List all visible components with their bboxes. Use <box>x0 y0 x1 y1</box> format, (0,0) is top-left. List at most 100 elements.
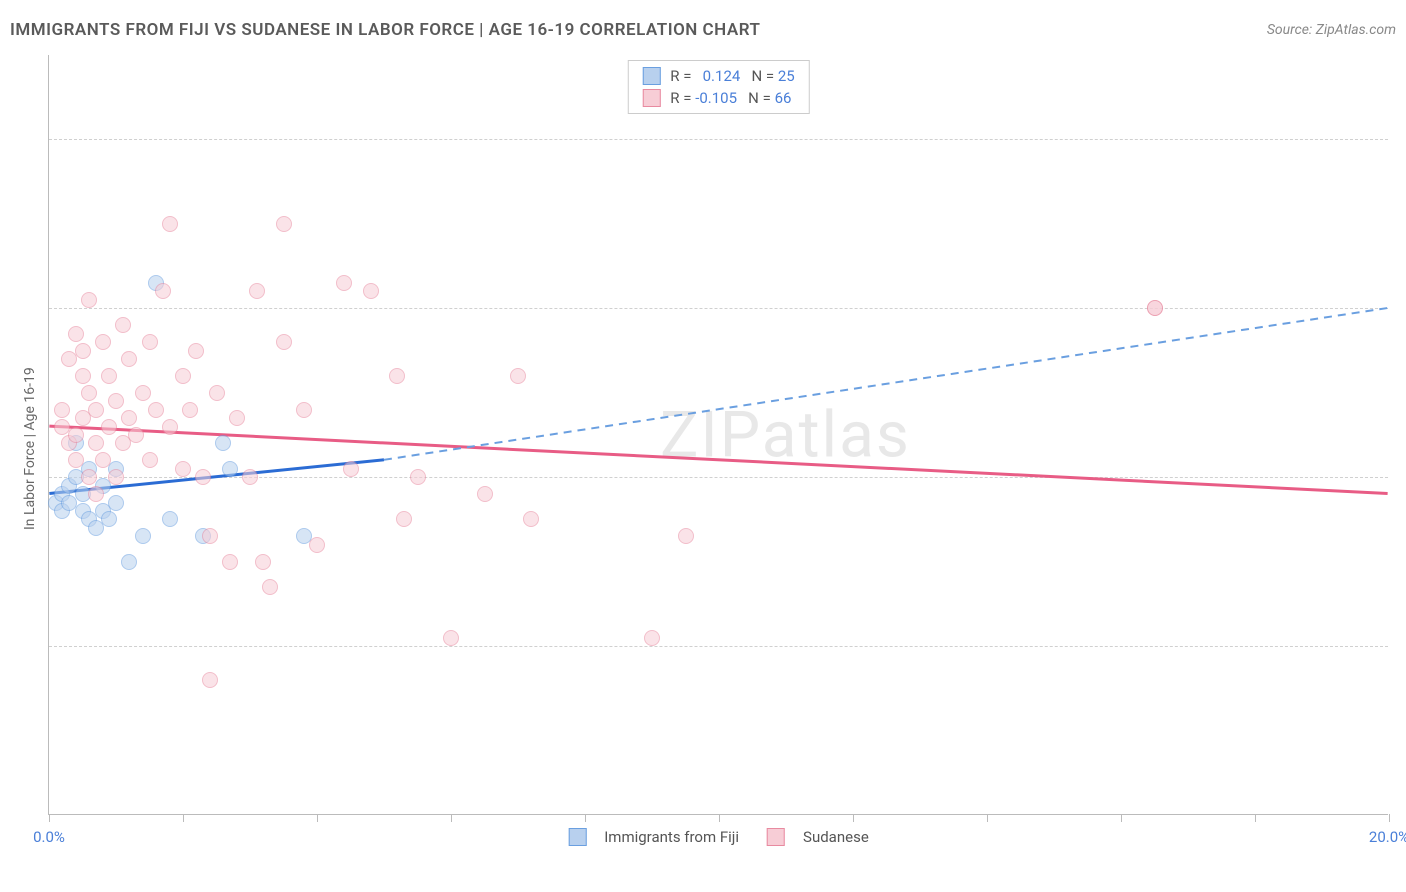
data-point <box>296 402 312 418</box>
data-point <box>101 368 117 384</box>
legend-label-fiji: Immigrants from Fiji <box>604 828 739 846</box>
data-point <box>336 275 352 291</box>
data-point <box>128 427 144 443</box>
gridline <box>49 139 1388 140</box>
data-point <box>142 452 158 468</box>
data-point <box>175 461 191 477</box>
swatch-fiji-bottom <box>568 828 586 846</box>
stats-row-sudanese: R = -0.105 N = 66 <box>642 89 794 107</box>
data-point <box>81 385 97 401</box>
data-point <box>242 469 258 485</box>
data-point <box>389 368 405 384</box>
x-tick <box>585 814 586 822</box>
data-point <box>162 419 178 435</box>
x-tick <box>987 814 988 822</box>
x-tick <box>317 814 318 822</box>
plot-area: ZIPatlas 20.0%40.0%60.0%80.0% 0.0%20.0% … <box>48 55 1388 815</box>
data-point <box>229 410 245 426</box>
data-point <box>81 292 97 308</box>
data-point <box>249 283 265 299</box>
data-point <box>88 435 104 451</box>
data-point <box>121 554 137 570</box>
stats-row-fiji: R = 0.124 N = 25 <box>642 67 794 85</box>
data-point <box>188 343 204 359</box>
data-point <box>148 402 164 418</box>
x-tick-label: 0.0% <box>33 828 65 846</box>
data-point <box>121 351 137 367</box>
source-label: Source: ZipAtlas.com <box>1267 22 1396 38</box>
watermark: ZIPatlas <box>660 397 911 472</box>
data-point <box>309 537 325 553</box>
data-point <box>255 554 271 570</box>
series-legend: Immigrants from Fiji Sudanese <box>568 828 869 846</box>
r-sudanese: -0.105 <box>695 89 737 107</box>
x-tick-label: 20.0% <box>1369 828 1406 846</box>
data-point <box>95 452 111 468</box>
stats-legend: R = 0.124 N = 25 R = -0.105 N = 66 <box>627 60 809 114</box>
data-point <box>343 461 359 477</box>
legend-item-fiji: Immigrants from Fiji <box>568 828 739 846</box>
data-point <box>142 334 158 350</box>
data-point <box>276 334 292 350</box>
data-point <box>81 469 97 485</box>
data-point <box>215 435 231 451</box>
data-point <box>182 402 198 418</box>
data-point <box>209 385 225 401</box>
data-point <box>678 528 694 544</box>
swatch-sudanese <box>642 89 660 107</box>
data-point <box>75 343 91 359</box>
x-tick <box>49 814 50 822</box>
data-point <box>276 216 292 232</box>
data-point <box>396 511 412 527</box>
legend-label-sudanese: Sudanese <box>803 828 869 846</box>
data-point <box>108 495 124 511</box>
swatch-sudanese-bottom <box>767 828 785 846</box>
data-point <box>88 486 104 502</box>
data-point <box>477 486 493 502</box>
data-point <box>75 368 91 384</box>
data-point <box>155 283 171 299</box>
data-point <box>68 427 84 443</box>
legend-item-sudanese: Sudanese <box>767 828 869 846</box>
n-sudanese: 66 <box>775 89 792 107</box>
data-point <box>108 393 124 409</box>
data-point <box>54 402 70 418</box>
data-point <box>410 469 426 485</box>
x-tick <box>1389 814 1390 822</box>
chart-title: IMMIGRANTS FROM FIJI VS SUDANESE IN LABO… <box>10 20 760 40</box>
data-point <box>510 368 526 384</box>
y-axis-label: In Labor Force | Age 16-19 <box>22 367 38 530</box>
swatch-fiji <box>642 67 660 85</box>
data-point <box>222 461 238 477</box>
x-tick <box>183 814 184 822</box>
x-tick <box>1121 814 1122 822</box>
data-point <box>115 317 131 333</box>
x-tick <box>719 814 720 822</box>
data-point <box>88 402 104 418</box>
data-point <box>108 469 124 485</box>
gridline <box>49 308 1388 309</box>
data-point <box>101 419 117 435</box>
data-point <box>644 630 660 646</box>
data-point <box>202 528 218 544</box>
trend-lines <box>49 55 1388 814</box>
data-point <box>68 326 84 342</box>
data-point <box>523 511 539 527</box>
data-point <box>175 368 191 384</box>
data-point <box>195 469 211 485</box>
data-point <box>1147 300 1163 316</box>
data-point <box>443 630 459 646</box>
data-point <box>162 216 178 232</box>
data-point <box>222 554 238 570</box>
data-point <box>135 528 151 544</box>
data-point <box>135 385 151 401</box>
data-point <box>202 672 218 688</box>
n-fiji: 25 <box>778 67 795 85</box>
data-point <box>101 511 117 527</box>
data-point <box>162 511 178 527</box>
data-point <box>68 452 84 468</box>
data-point <box>95 334 111 350</box>
data-point <box>121 410 137 426</box>
r-fiji: 0.124 <box>703 67 741 85</box>
x-tick <box>1255 814 1256 822</box>
